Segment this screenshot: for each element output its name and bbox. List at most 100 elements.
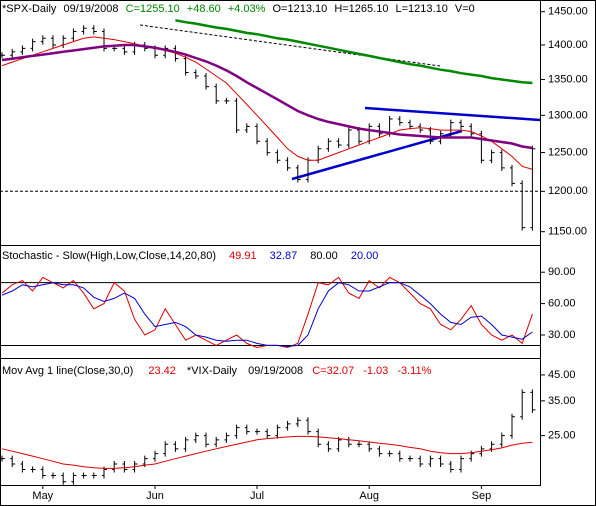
price-bar [234,424,240,439]
price-bar [61,472,67,485]
price-bar [448,460,454,473]
y-tick-label: 60.00 [548,297,576,309]
price-bar [153,450,158,462]
price-bar [377,123,383,137]
header-text: -1.03 [363,365,388,377]
price-bar [408,119,413,130]
price-bar [520,389,526,420]
price-bar [234,97,240,134]
price-bar [71,28,77,42]
panel-header: *SPX-Daily 09/19/2008 C=1255.10 +48.60 +… [2,3,475,15]
header-value: 49.91 [229,250,257,262]
price-bar [81,25,87,35]
price-bar [346,127,352,149]
header-value: 20.00 [351,250,379,262]
header-text: 09/19/2008 [248,365,303,377]
header-text: L=1213.10 [396,3,448,15]
price-bar [51,472,56,479]
price-bar [367,441,373,452]
header-text: *SPX-Daily [2,3,57,15]
header-text: O=1213.10 [273,3,328,15]
price-bar [71,472,77,485]
y-tick-label: 90.00 [548,266,576,278]
price-bar [428,455,434,467]
header-text: V=0 [455,3,475,15]
price-bar [418,455,424,467]
header-text: H=1265.10 [334,3,388,15]
price-bar [204,73,209,90]
y-tick-label: 1200.00 [548,185,588,197]
price-bar [316,428,322,448]
price-bar [255,428,260,435]
price-bar [112,460,118,473]
y-tick-label: 30.00 [548,329,576,341]
price-bar [499,149,505,171]
price-bar [530,389,536,413]
price-bar [173,441,179,452]
trend-line [291,129,463,181]
price-bar [163,45,169,59]
header-text: -3.11% [397,365,431,377]
header-text: C=32.07 [312,365,354,377]
price-bar [489,149,495,164]
price-bar [122,460,128,473]
series-line [1,43,533,150]
price-bar [397,116,403,126]
series-line [1,36,533,170]
header-text: +4.03% [228,3,266,15]
price-bar [459,455,464,473]
price-bar [193,69,199,80]
price-bar [10,455,16,467]
price-bar [255,123,260,145]
price-bar [40,35,46,45]
price-bar [214,436,220,448]
price-bar [183,436,189,452]
price-bar [81,472,87,479]
series-line [1,435,533,469]
price-bar [265,138,271,156]
price-bar [448,119,454,137]
header-value: 32.87 [270,250,298,262]
price-bar [520,180,526,231]
price-bar [438,455,444,467]
price-bar [91,472,97,479]
header-text: *VIX-Daily [187,365,238,377]
price-bar [275,149,281,164]
panel-header: Mov Avg 1 line(Close,30,0) 23.42 *VIX-Da… [2,365,432,377]
price-bar [51,35,56,49]
price-bar [295,417,301,427]
series-line [1,282,533,348]
price-bar [244,123,250,134]
x-tick-label: Jul [250,490,264,502]
price-bar [122,45,128,55]
price-bar [285,420,291,431]
price-bar [40,466,46,479]
price-bar [357,441,362,448]
y-tick-label: 1250.00 [548,146,588,158]
y-tick-label: 45.00 [548,369,576,381]
y-tick-label: 25.00 [548,430,576,442]
marks [0,11,545,489]
price-bar [183,55,189,76]
price-bar [306,417,311,435]
x-tick-label: Jun [146,490,164,502]
y-tick-label: 1400.00 [548,39,588,51]
price-bar [163,441,169,457]
price-bar [510,164,515,187]
price-bar [510,413,515,439]
panel-borders [0,0,541,486]
price-bar [326,441,332,452]
price-bar [326,138,332,152]
panel-border [0,358,541,486]
price-bar [20,460,26,473]
price-bar [224,432,230,443]
trend-line [364,106,541,122]
price-bar [214,83,220,104]
y-tick-label: 1300.00 [548,109,588,121]
y-tick-label: 1450.00 [548,6,588,18]
price-bar [357,127,362,145]
price-bar [91,25,97,35]
price-bar [285,157,291,171]
header-text: +48.60 [187,3,221,15]
price-bar [30,466,36,473]
